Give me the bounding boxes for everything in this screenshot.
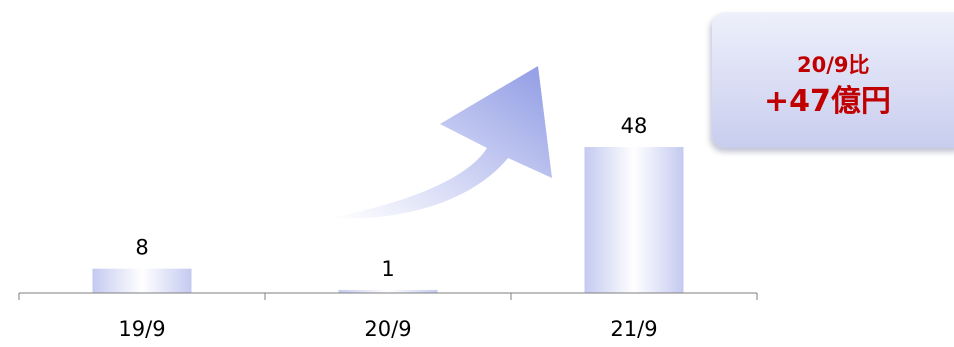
x-tick-label: 20/9 <box>364 317 411 341</box>
x-tick-label: 21/9 <box>610 317 657 341</box>
data-label: 8 <box>135 236 148 260</box>
callout-comparison-label: 20/9比 <box>797 53 870 77</box>
bar-21/9 <box>584 147 684 293</box>
callout-difference-value: +47億円 <box>764 84 891 119</box>
difference-callout: 20/9比 +47億円 <box>712 12 954 148</box>
x-tick-label: 19/9 <box>118 317 165 341</box>
data-label: 48 <box>621 114 648 138</box>
growth-arrow <box>330 66 552 219</box>
data-label: 1 <box>381 257 394 281</box>
bar-19/9 <box>92 268 192 293</box>
bar-20/9 <box>338 289 438 293</box>
